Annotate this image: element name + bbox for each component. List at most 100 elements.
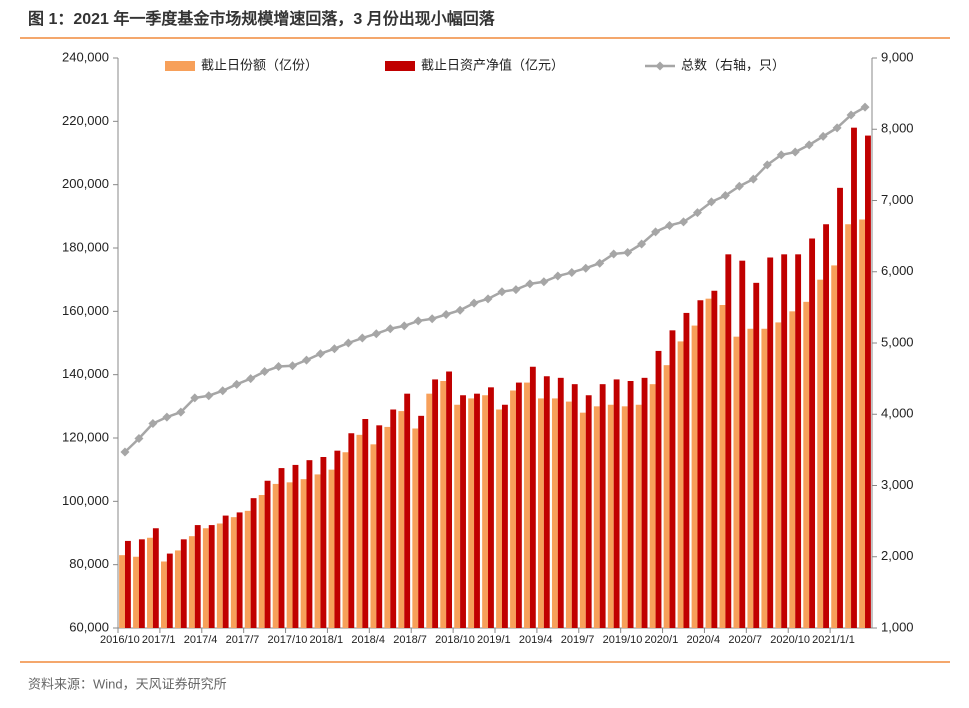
bar xyxy=(348,433,355,628)
bar xyxy=(677,341,684,628)
line-marker xyxy=(190,393,200,403)
line-marker xyxy=(567,267,577,277)
line-marker xyxy=(427,314,437,324)
bar xyxy=(761,328,768,628)
line-marker xyxy=(790,147,800,157)
bar xyxy=(180,539,187,628)
line-marker xyxy=(846,110,856,120)
bar xyxy=(711,290,718,628)
bar xyxy=(781,254,788,629)
line-marker xyxy=(525,279,535,289)
bar xyxy=(161,561,167,628)
line-marker xyxy=(581,263,591,273)
bar xyxy=(376,425,383,628)
x-tick-label: 2018/4 xyxy=(351,634,385,646)
x-tick-label: 2017/4 xyxy=(184,634,218,646)
line-marker xyxy=(134,433,144,443)
x-tick-label: 2019/1 xyxy=(477,634,511,646)
bar xyxy=(138,539,145,628)
y2-tick-label: 5,000 xyxy=(881,334,914,349)
x-tick-label: 2020/7 xyxy=(728,634,762,646)
bar xyxy=(627,381,634,628)
line-marker xyxy=(483,294,493,304)
line-marker xyxy=(762,160,772,170)
bar xyxy=(133,556,139,628)
bar xyxy=(320,457,327,628)
legend-label: 总数（右轴，只） xyxy=(681,57,785,72)
bar xyxy=(733,336,740,628)
line-marker xyxy=(260,367,270,376)
x-tick-label: 2018/7 xyxy=(393,634,427,646)
x-tick-label: 2020/1 xyxy=(645,634,679,646)
line-marker xyxy=(679,217,688,227)
bar xyxy=(278,468,285,628)
line-marker xyxy=(176,407,186,417)
line-marker xyxy=(288,361,298,371)
x-tick-label: 2019/4 xyxy=(519,634,553,646)
bar xyxy=(119,555,125,628)
legend-swatch xyxy=(385,61,415,71)
line-marker xyxy=(469,298,479,308)
x-tick-label: 2021/1/1 xyxy=(812,634,855,646)
bar xyxy=(725,254,732,629)
line-marker xyxy=(204,391,214,401)
bar xyxy=(194,525,201,628)
line-marker xyxy=(385,324,395,334)
line-marker xyxy=(623,248,633,258)
bar xyxy=(831,265,838,628)
y-tick-label: 240,000 xyxy=(62,49,109,64)
bar xyxy=(837,187,843,629)
bar xyxy=(739,260,746,628)
bar xyxy=(649,384,656,628)
bar xyxy=(515,382,522,628)
bar xyxy=(529,366,536,628)
bar xyxy=(691,325,698,628)
bar xyxy=(356,434,363,628)
bar xyxy=(593,406,600,628)
line-marker xyxy=(860,102,870,112)
bar xyxy=(264,480,271,628)
bar xyxy=(152,528,159,628)
bar xyxy=(124,540,131,628)
chart-title: 图 1：2021 年一季度基金市场规模增速回落，3 月份出现小幅回落 xyxy=(28,9,496,28)
bar xyxy=(286,482,293,628)
bar xyxy=(538,398,544,628)
x-tick-label: 2017/1 xyxy=(142,634,176,646)
bar xyxy=(216,523,223,628)
bar xyxy=(147,537,153,628)
bar xyxy=(398,411,405,628)
bar xyxy=(753,282,760,628)
line-marker xyxy=(665,220,675,230)
bar xyxy=(418,415,425,628)
bar xyxy=(524,382,530,628)
line-marker xyxy=(357,333,367,343)
line-marker xyxy=(539,277,549,287)
bar xyxy=(705,298,712,628)
bar xyxy=(426,393,433,628)
bar xyxy=(174,550,181,628)
line-marker xyxy=(441,310,451,319)
y-tick-label: 160,000 xyxy=(62,303,109,318)
bar xyxy=(496,409,502,628)
y2-tick-label: 4,000 xyxy=(881,406,914,421)
line-marker xyxy=(302,355,311,365)
bar xyxy=(230,517,237,628)
y-tick-label: 180,000 xyxy=(62,239,109,254)
bar xyxy=(250,498,257,628)
bar xyxy=(551,398,558,628)
bar xyxy=(488,387,494,628)
bar xyxy=(244,510,251,628)
bar xyxy=(404,393,411,628)
bar xyxy=(384,426,391,628)
y2-tick-label: 8,000 xyxy=(881,121,914,136)
bar xyxy=(543,376,550,628)
bar xyxy=(328,469,335,628)
bar xyxy=(342,452,349,628)
bar xyxy=(865,135,871,629)
y-tick-label: 80,000 xyxy=(69,556,109,571)
y-tick-label: 60,000 xyxy=(69,619,109,634)
line-marker xyxy=(274,362,284,372)
legend-label: 截止日资产净值（亿元） xyxy=(421,57,564,72)
bar xyxy=(809,238,816,628)
